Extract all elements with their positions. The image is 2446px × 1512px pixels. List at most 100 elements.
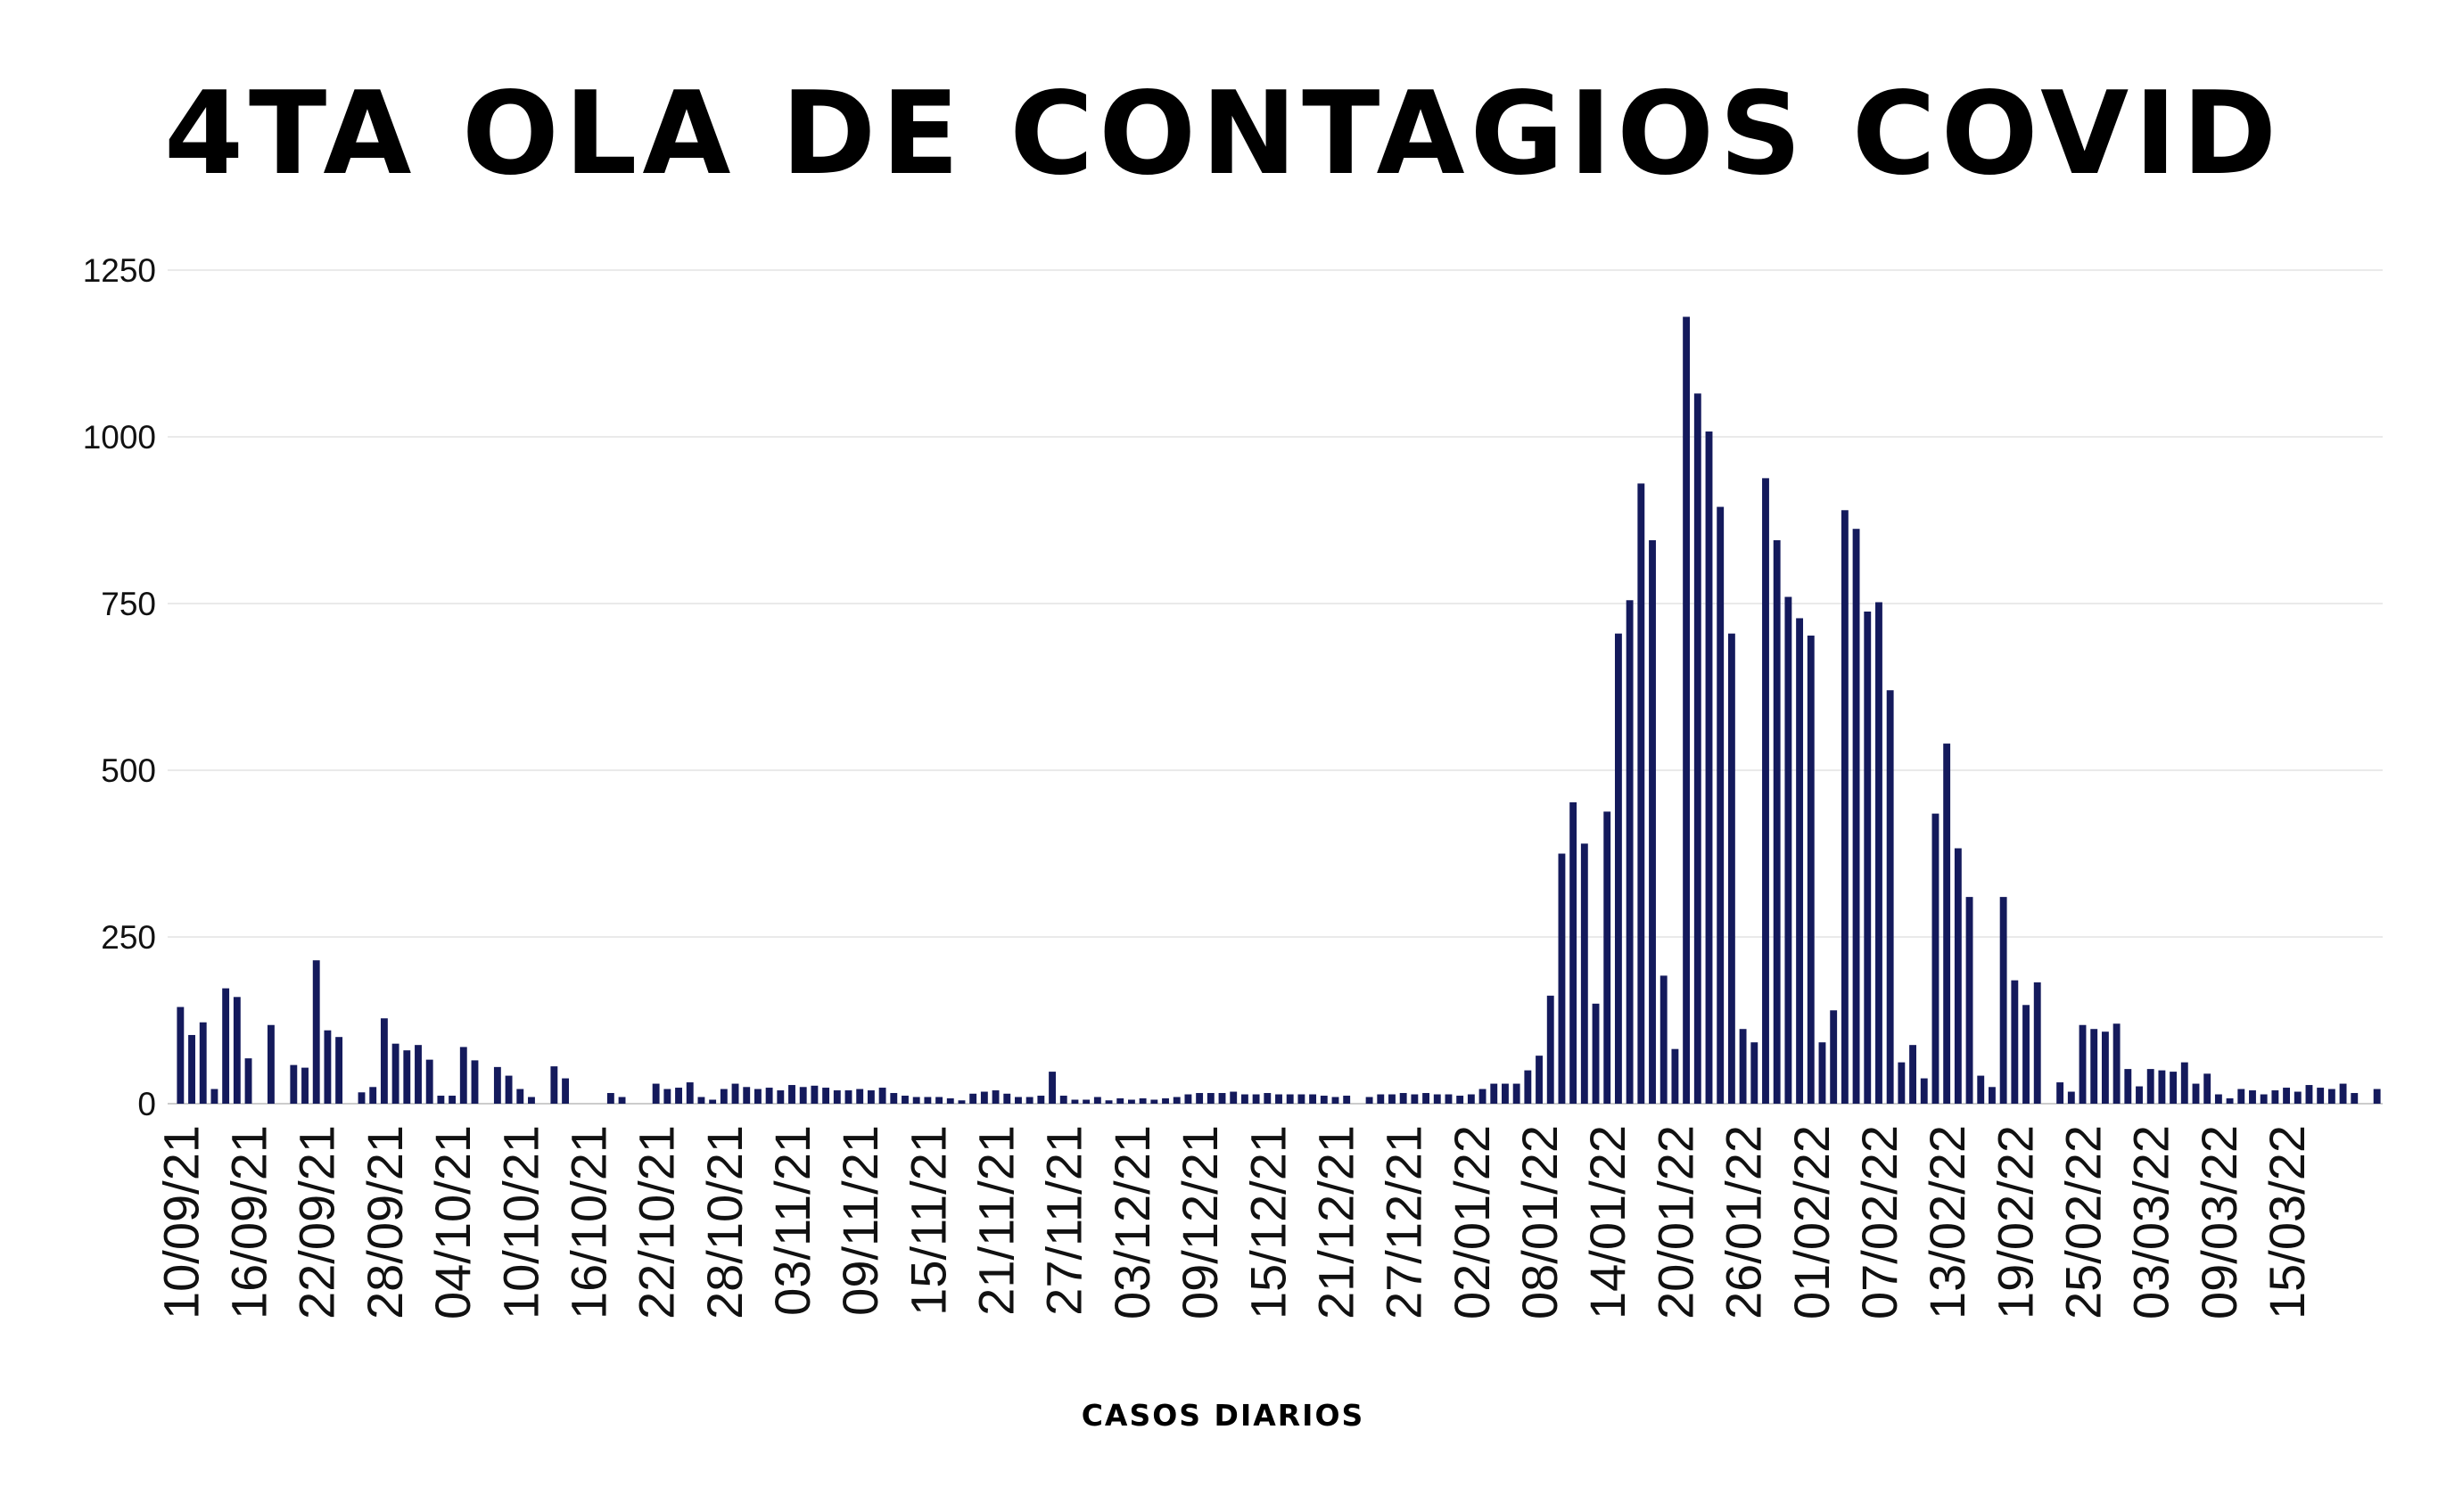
bar — [471, 1060, 479, 1104]
bar — [1705, 431, 1713, 1104]
bar — [2327, 1089, 2335, 1104]
gridlines — [168, 269, 2383, 1105]
bar — [301, 1067, 309, 1104]
bar — [1433, 1094, 1441, 1104]
bar — [731, 1083, 739, 1104]
bar — [1796, 618, 1804, 1104]
bar — [1614, 633, 1622, 1104]
bar — [244, 1058, 252, 1104]
bar — [1422, 1093, 1430, 1104]
x-tick-label: 09/12/21 — [1172, 1125, 1228, 1319]
bar — [2317, 1088, 2325, 1104]
x-tick-label: 15/11/21 — [900, 1125, 956, 1316]
bar — [811, 1085, 819, 1104]
bar — [2351, 1093, 2359, 1104]
bar — [1875, 602, 1882, 1104]
bar — [935, 1097, 943, 1104]
bar — [1230, 1091, 1238, 1104]
bar — [1762, 478, 1769, 1104]
bar — [516, 1089, 524, 1104]
x-tick-label: 16/09/21 — [221, 1125, 277, 1319]
bar — [1546, 995, 1554, 1104]
bar — [1037, 1096, 1045, 1104]
bar — [1343, 1096, 1351, 1104]
bar — [1207, 1093, 1215, 1104]
bar — [415, 1045, 422, 1104]
y-tick-label: 0 — [137, 1086, 156, 1122]
bar — [1309, 1094, 1317, 1104]
bar — [709, 1099, 717, 1104]
bar — [1750, 1042, 1758, 1104]
bar — [1717, 506, 1725, 1104]
bar — [1025, 1097, 1034, 1104]
x-tick-label: 03/11/21 — [764, 1125, 820, 1316]
x-tick-label: 03/03/22 — [2123, 1125, 2179, 1319]
bar — [697, 1097, 705, 1104]
bar — [2237, 1089, 2245, 1104]
bar — [267, 1024, 275, 1104]
bar — [550, 1066, 558, 1104]
bar — [1456, 1096, 1464, 1104]
bar — [652, 1083, 660, 1104]
bar — [867, 1090, 875, 1104]
bar — [2090, 1029, 2098, 1104]
x-axis-ticks: 10/09/21 16/09/21 22/09/21 28/09/21 04/10/21… — [152, 1125, 2315, 1319]
bar — [1264, 1093, 1272, 1104]
bar — [391, 1043, 399, 1104]
bar — [1931, 813, 1940, 1104]
bar — [437, 1096, 445, 1104]
x-tick-label: 26/01/22 — [1716, 1125, 1772, 1319]
bar — [222, 988, 230, 1104]
bar — [188, 1034, 195, 1104]
x-tick-label: 13/02/22 — [1919, 1125, 1975, 1319]
bar — [1502, 1083, 1509, 1104]
y-axis-ticks: 0 250 500 750 1000 1250 — [83, 252, 156, 1122]
chart-title: 4TA OLA DE CONTAGIOS COVID — [163, 68, 2283, 201]
bar — [1388, 1094, 1396, 1104]
bar — [1807, 635, 1815, 1104]
x-tick-label: 22/09/21 — [289, 1125, 345, 1319]
bar — [1196, 1093, 1204, 1104]
bar — [2136, 1086, 2143, 1104]
bar — [459, 1047, 467, 1104]
x-tick-label: 27/11/21 — [1036, 1125, 1092, 1316]
bar — [358, 1092, 366, 1104]
x-tick-label: 20/01/22 — [1647, 1125, 1703, 1319]
bar — [2101, 1031, 2109, 1104]
bar — [1015, 1097, 1022, 1104]
bar — [1683, 316, 1691, 1104]
bar — [177, 1007, 185, 1104]
bar — [1727, 633, 1735, 1104]
bar — [2158, 1070, 2166, 1104]
bar — [663, 1089, 671, 1104]
bar — [2022, 1005, 2030, 1104]
bar — [902, 1096, 909, 1104]
bar — [1320, 1096, 1328, 1104]
bar — [425, 1059, 433, 1104]
bar — [912, 1097, 920, 1104]
bar — [980, 1091, 988, 1104]
bar — [380, 1018, 388, 1104]
bar — [1569, 801, 1577, 1104]
bar — [1478, 1089, 1487, 1104]
bar — [2146, 1069, 2154, 1104]
bar — [369, 1087, 377, 1104]
y-tick-label: 250 — [101, 919, 156, 956]
bar — [210, 1089, 218, 1104]
bar — [1693, 393, 1701, 1104]
bar — [1445, 1094, 1453, 1104]
bar — [1784, 596, 1792, 1104]
bar — [946, 1098, 954, 1104]
bar — [743, 1087, 751, 1104]
bar — [1580, 843, 1588, 1104]
bar — [1603, 811, 1611, 1104]
bar — [290, 1064, 298, 1104]
bar — [1071, 1099, 1079, 1104]
bar — [2249, 1090, 2256, 1104]
bar — [1649, 539, 1656, 1104]
y-tick-label: 1000 — [83, 419, 156, 456]
bar — [1286, 1094, 1294, 1104]
x-tick-label: 19/02/22 — [1987, 1125, 2043, 1319]
bar — [1399, 1093, 1407, 1104]
bar — [1365, 1097, 1373, 1104]
